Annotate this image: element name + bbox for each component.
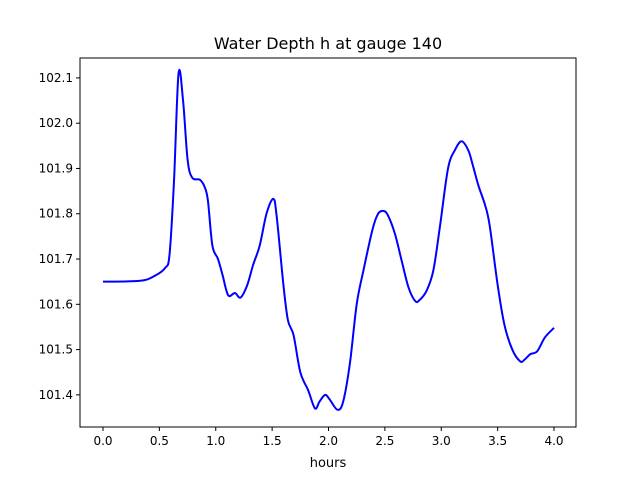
x-tick-label: 1.0 — [206, 434, 225, 448]
x-tick-label: 3.5 — [488, 434, 507, 448]
x-tick-label: 3.0 — [432, 434, 451, 448]
y-tick-label: 101.5 — [39, 343, 73, 357]
x-tick-label: 1.5 — [263, 434, 282, 448]
y-tick-label: 101.9 — [39, 161, 73, 175]
y-tick-label: 102.1 — [39, 71, 73, 85]
series-line-h — [102, 69, 555, 411]
plot-frame — [79, 57, 577, 428]
y-tick-label: 102.0 — [39, 116, 73, 130]
x-tick-label: 4.0 — [544, 434, 563, 448]
chart-title: Water Depth h at gauge 140 — [214, 34, 442, 53]
x-tick-label: 2.5 — [375, 434, 394, 448]
x-axis-label: hours — [310, 456, 347, 471]
y-tick-label: 101.4 — [39, 388, 73, 402]
y-tick-label: 101.8 — [39, 207, 73, 221]
x-tick-label: 0.5 — [150, 434, 169, 448]
x-tick-label: 0.0 — [93, 434, 112, 448]
y-tick-label: 101.7 — [39, 252, 73, 266]
x-tick-label: 2.0 — [319, 434, 338, 448]
y-tick-label: 101.6 — [39, 297, 73, 311]
